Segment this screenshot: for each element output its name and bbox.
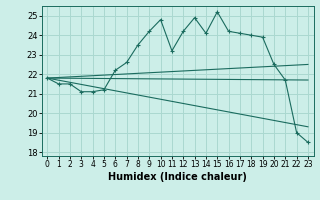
X-axis label: Humidex (Indice chaleur): Humidex (Indice chaleur) [108, 172, 247, 182]
